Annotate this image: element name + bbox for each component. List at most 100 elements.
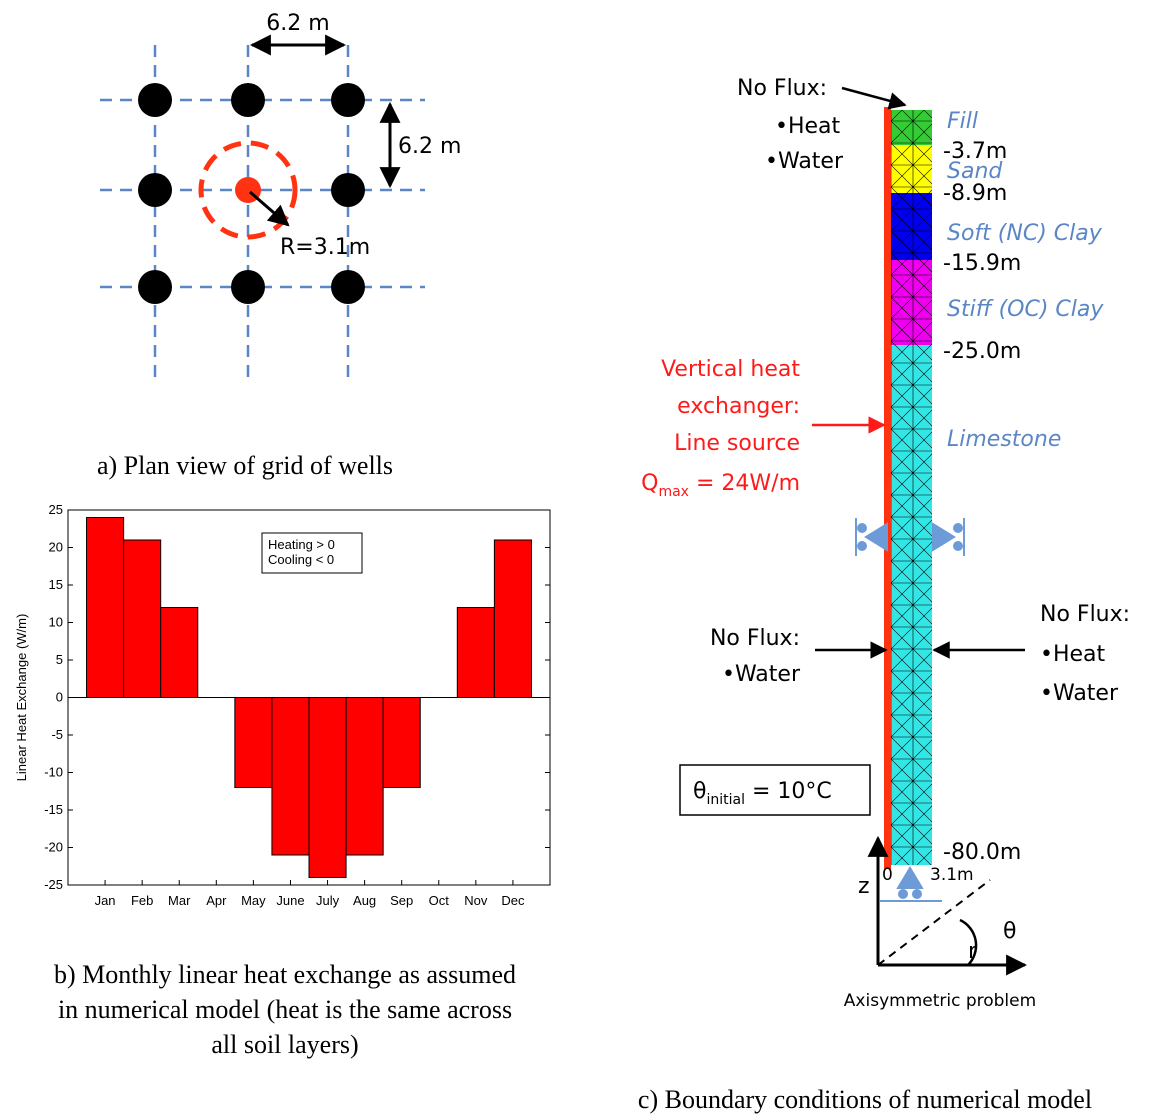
y-tick-label: 15 [49,577,63,592]
bar [308,697,347,878]
caption: in numerical model (heat is the same acr… [58,995,512,1024]
flux-label: No Flux: [1040,602,1130,627]
origin-label: 0 [882,865,893,885]
layer-name: Fill [947,109,978,134]
flux-label: No Flux: [737,76,827,101]
heat-exchanger [884,107,891,869]
y-tick-label: 0 [56,690,63,705]
y-tick-label: -20 [44,840,63,855]
dimension-label: 6.2 m [266,11,329,36]
x-tick-label: July [316,893,340,908]
well [138,173,172,207]
bar [493,539,532,698]
mesh [888,110,932,865]
x-tick-label: Sep [390,893,413,908]
bottom-support [880,866,942,902]
plot-frame [67,509,551,886]
theta-symbol: θ [693,779,706,804]
flux-arrow [841,86,907,110]
wells [138,83,365,304]
radius-label: R=3.1m [280,235,370,260]
bar [271,697,310,856]
x-tick-label: Mar [168,893,191,908]
y-tick-label: 10 [49,615,63,630]
q-label: Qmax = 24W/m [641,471,800,500]
q-sub: max [658,484,689,500]
legend-box [261,532,363,574]
bar [345,697,384,856]
x-tick-label: May [241,893,266,908]
depth-label: -25.0m [943,339,1021,364]
y-tick-label: -25 [44,877,63,892]
depth-label: -8.9m [943,181,1007,206]
layer-name: Sand [947,159,1003,184]
q-value: = 24W/m [689,471,800,496]
y-tick-label: -10 [44,765,63,780]
legend-text: Cooling < 0 [268,552,334,567]
x-tick-label: Feb [131,893,153,908]
axis-label: z [858,874,870,899]
x-tick-label: Apr [206,893,227,908]
well [331,83,365,117]
bar [123,539,162,698]
layer-name: Soft (NC) Clay [947,221,1103,246]
radius-arrow [249,190,290,227]
caption: a) Plan view of grid of wells [97,451,393,480]
legend-text: Heating > 0 [268,537,335,552]
bar [160,607,199,698]
y-tick-label: 5 [56,652,63,667]
initial-label: θinitial = 10°C [693,779,832,808]
caption: b) Monthly linear heat exchange as assum… [54,960,516,989]
flux-label: •Water [722,662,801,687]
well [331,270,365,304]
axis-label: r [968,939,978,964]
y-tick-label: -5 [51,727,63,742]
well [331,173,365,207]
well [138,83,172,117]
flux-label: •Water [765,149,844,174]
width-label: 3.1m [930,865,974,885]
well [231,83,265,117]
angle-label: θ [1003,919,1016,944]
layer-name: Stiff (OC) Clay [947,297,1104,322]
bar [234,697,273,788]
x-tick-label: Aug [353,893,376,908]
exchanger-label: exchanger: [677,394,800,419]
y-tick-label: 20 [49,540,63,555]
x-tick-label: Nov [464,893,488,908]
x-tick-label: Dec [501,893,525,908]
depth-label: -80.0m [943,840,1021,865]
q-symbol: Q [641,471,658,496]
bar [86,517,125,698]
chart: -25 -20 -15 -10 -5 0 5 10 15 20 25 Jan Feb Mar Apr May J… [14,502,551,1059]
x-tick-label: Jan [95,893,116,908]
angle-arc [959,918,978,966]
well [138,270,172,304]
flux-label: •Water [1040,681,1119,706]
problem-label: Axisymmetric problem [844,991,1036,1011]
y-axis-label: Linear Heat Exchange (W/m) [14,614,29,782]
dimension-label: 6.2 m [398,134,461,159]
exchanger-label: Vertical heat [661,357,800,382]
x-tick-label: Oct [429,893,450,908]
layer-name: Limestone [947,427,1061,452]
initial-box [679,764,871,816]
flux-label: No Flux: [710,626,800,651]
x-tick-label: June [276,893,304,908]
angle-line [877,879,991,966]
flux-label: •Heat [1040,642,1106,667]
radius-circle [198,140,298,240]
well [231,270,265,304]
theta-sub: initial [706,792,745,808]
theta-value: = 10°C [745,779,832,804]
caption: all soil layers) [211,1030,358,1059]
bar [382,697,421,788]
depth-label: -3.7m [943,139,1007,164]
depth-label: -15.9m [943,251,1021,276]
flux-label: •Heat [775,114,841,139]
roller-supports [855,518,965,556]
y-tick-label: -15 [44,802,63,817]
y-tick-label: 25 [49,502,63,517]
exchanger-label: Line source [674,431,800,456]
